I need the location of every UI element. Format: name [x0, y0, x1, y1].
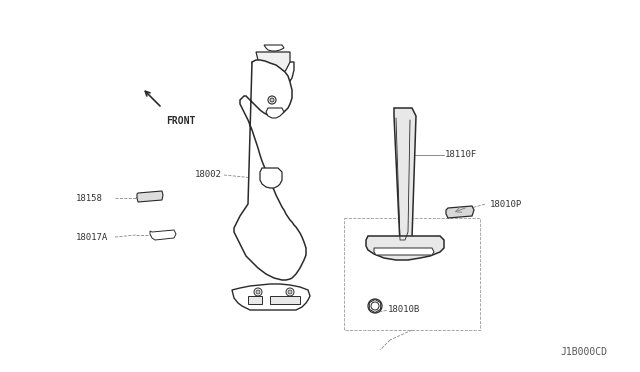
Circle shape — [270, 98, 274, 102]
Polygon shape — [232, 284, 310, 310]
Circle shape — [368, 299, 382, 313]
Text: J1B000CD: J1B000CD — [560, 347, 607, 357]
Text: 18002: 18002 — [195, 170, 222, 179]
Polygon shape — [266, 108, 284, 118]
Text: 18017A: 18017A — [76, 232, 108, 241]
Text: 18010P: 18010P — [490, 199, 522, 208]
Circle shape — [254, 288, 262, 296]
Text: FRONT: FRONT — [166, 116, 195, 126]
Polygon shape — [256, 52, 290, 75]
Polygon shape — [446, 206, 474, 218]
Circle shape — [288, 290, 292, 294]
Polygon shape — [137, 191, 163, 202]
Circle shape — [256, 290, 260, 294]
Polygon shape — [264, 45, 284, 51]
Text: 18110F: 18110F — [445, 150, 477, 158]
Polygon shape — [270, 296, 300, 304]
Polygon shape — [150, 230, 176, 240]
Circle shape — [371, 302, 379, 310]
Text: 18158: 18158 — [76, 193, 103, 202]
Circle shape — [286, 288, 294, 296]
Polygon shape — [394, 108, 416, 244]
Polygon shape — [366, 236, 444, 260]
Circle shape — [268, 96, 276, 104]
Polygon shape — [260, 168, 282, 188]
Polygon shape — [374, 248, 434, 255]
Polygon shape — [252, 62, 294, 96]
Text: 18010B: 18010B — [388, 305, 420, 314]
Polygon shape — [248, 296, 262, 304]
Polygon shape — [234, 60, 306, 280]
